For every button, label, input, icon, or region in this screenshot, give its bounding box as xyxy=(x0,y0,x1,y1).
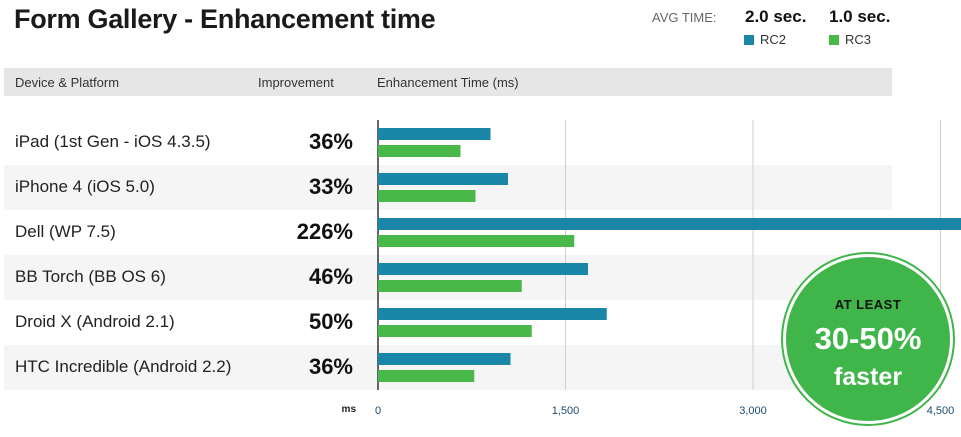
device-name: BB Torch (BB OS 6) xyxy=(15,267,166,286)
bar-rc3 xyxy=(378,145,461,157)
avg-rc3-value: 1.0 sec. xyxy=(829,7,891,26)
x-tick-label: 4,500 xyxy=(927,405,955,417)
header-improvement: Improvement xyxy=(258,75,334,90)
bar-rc2 xyxy=(378,353,511,365)
improvement-value: 50% xyxy=(308,309,353,334)
legend-rc3: RC3 xyxy=(829,32,871,47)
legend-swatch-rc3 xyxy=(829,34,839,45)
x-tick-label: 3,000 xyxy=(739,405,767,417)
avg-time-legend: AVG TIME: 2.0 sec. 1.0 sec. RC2 RC3 xyxy=(0,7,961,48)
table-header: Device & Platform Improvement Enhancemen… xyxy=(4,68,892,96)
device-name: Dell (WP 7.5) xyxy=(15,222,116,241)
legend-rc3-label: RC3 xyxy=(845,32,872,47)
table-row: Droid X (Android 2.1) 50% xyxy=(4,300,892,345)
improvement-value: 36% xyxy=(308,129,353,154)
legend-rc2-label: RC2 xyxy=(760,32,787,47)
avg-time-label: AVG TIME: xyxy=(652,10,717,25)
unit-label: ms xyxy=(342,404,357,415)
bar-rc3 xyxy=(378,235,575,247)
page-title: Form Gallery - Enhancement time xyxy=(14,4,436,34)
improvement-value: 46% xyxy=(308,264,353,289)
badge-percent-text: 30-50% xyxy=(814,321,922,356)
faster-badge: AT LEAST 30-50% faster xyxy=(783,254,953,424)
legend-rc2: RC2 xyxy=(744,32,786,47)
header-time: Enhancement Time (ms) xyxy=(377,75,519,90)
improvement-value: 33% xyxy=(308,174,353,199)
table-row: iPad (1st Gen - iOS 4.3.5) 36% xyxy=(4,120,892,165)
bar-rc3 xyxy=(378,190,476,202)
table-row: Dell (WP 7.5) 226% xyxy=(4,210,892,255)
badge-bottom-text: faster xyxy=(833,363,903,391)
legend-swatch-rc2 xyxy=(744,34,754,45)
bar-rc2 xyxy=(378,173,508,185)
badge-top-text: AT LEAST xyxy=(834,297,902,312)
bar-rc2 xyxy=(378,128,491,140)
device-name: Droid X (Android 2.1) xyxy=(15,312,175,331)
avg-rc2-value: 2.0 sec. xyxy=(745,7,807,26)
table-row: iPhone 4 (iOS 5.0) 33% xyxy=(4,165,892,210)
device-rows: iPad (1st Gen - iOS 4.3.5) 36% iPhone 4 … xyxy=(4,120,892,390)
device-name: HTC Incredible (Android 2.2) xyxy=(15,357,232,376)
bar-rc3 xyxy=(378,280,522,292)
improvement-value: 226% xyxy=(296,219,353,244)
x-tick-label: 0 xyxy=(375,405,381,417)
device-name: iPad (1st Gen - iOS 4.3.5) xyxy=(15,132,211,151)
bar-rc2 xyxy=(378,308,607,320)
device-name: iPhone 4 (iOS 5.0) xyxy=(15,177,155,196)
bar-rc2 xyxy=(378,218,961,230)
x-tick-label: 1,500 xyxy=(552,405,580,417)
header-device: Device & Platform xyxy=(15,75,120,90)
improvement-value: 36% xyxy=(308,354,353,379)
bar-rc2 xyxy=(378,263,588,275)
bar-rc3 xyxy=(378,370,475,382)
table-row: HTC Incredible (Android 2.2) 36% xyxy=(4,345,892,390)
bar-rc3 xyxy=(378,325,532,337)
table-row: BB Torch (BB OS 6) 46% xyxy=(4,255,892,300)
